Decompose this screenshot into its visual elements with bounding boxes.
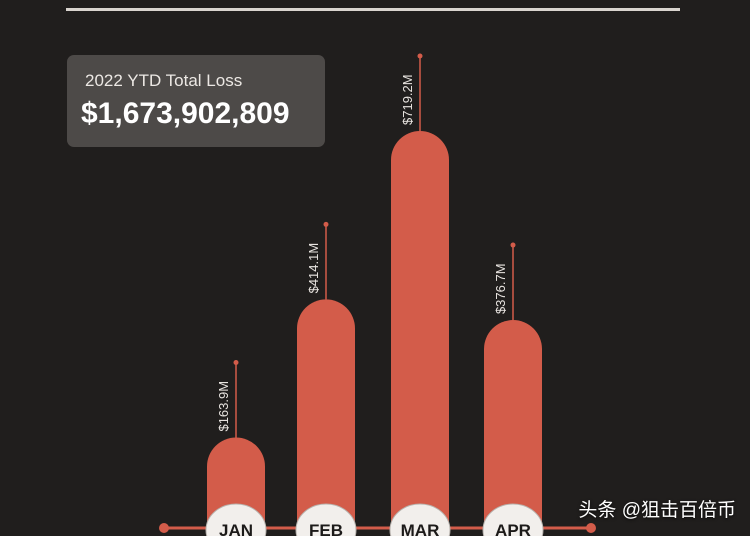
data-label: $414.1M [306,243,321,294]
axis-start-dot [159,523,169,533]
data-label: $719.2M [400,74,415,125]
bar-mar [391,131,449,528]
total-loss-label: 2022 YTD Total Loss [85,71,243,90]
month-pill [205,503,267,536]
data-label: $376.7M [493,263,508,314]
data-label: $163.9M [216,381,231,432]
month-pill [482,503,544,536]
total-loss-card: 2022 YTD Total Loss $1,673,902,809 [67,55,325,147]
leader-dot [323,221,329,227]
bar-feb [297,299,355,528]
month-label: FEB [309,521,343,536]
leader-dot [417,53,423,59]
month-pill [295,503,357,536]
leader-dot [510,242,516,248]
month-pill [389,503,451,536]
total-loss-value: $1,673,902,809 [81,97,290,130]
leader-dot [233,360,239,366]
month-label: APR [495,521,531,536]
bar-apr [484,320,542,528]
top-divider [66,8,680,11]
watermark: 头条 @狙击百倍币 [578,500,736,521]
month-label: JAN [219,521,253,536]
axis-end-dot [586,523,596,533]
month-label: MAR [401,521,440,536]
bar-jan [207,437,265,528]
